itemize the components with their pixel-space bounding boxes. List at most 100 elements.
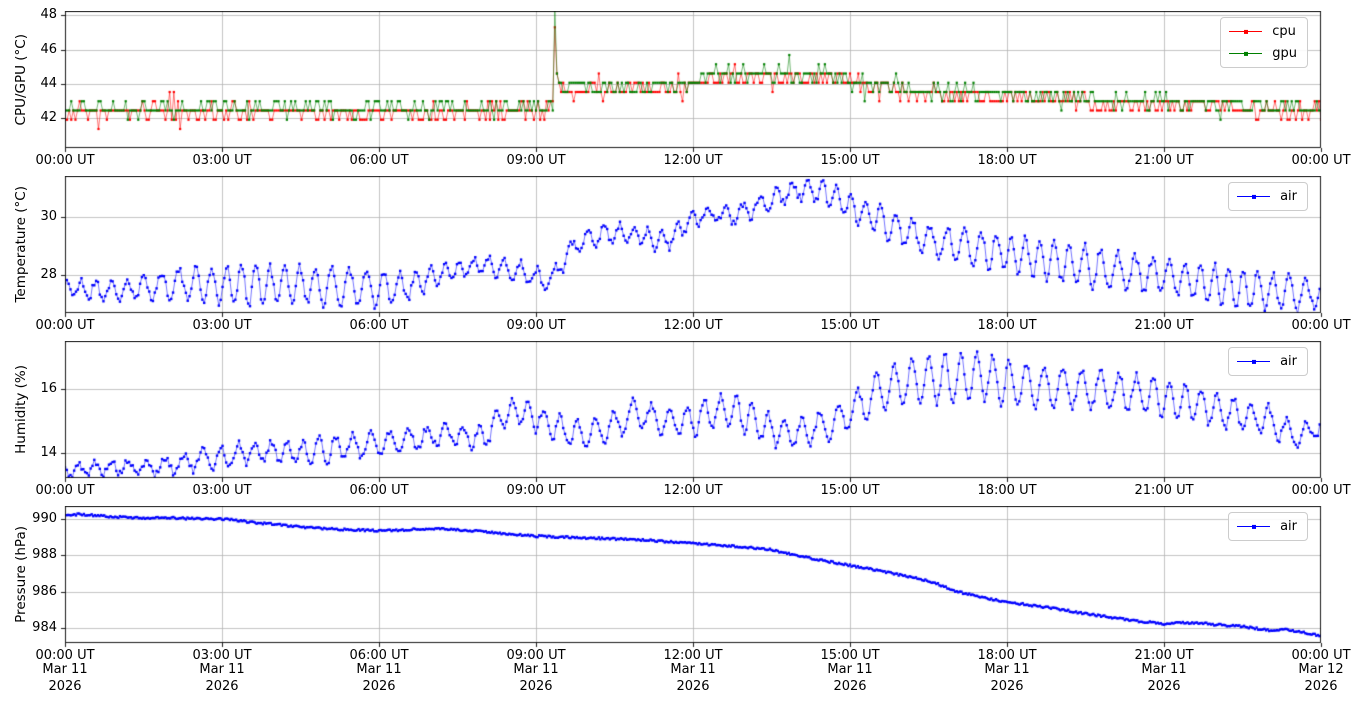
x-tick-label: 06:00 UT — [349, 483, 409, 498]
x-tick-year-label: 2026 — [1147, 679, 1181, 694]
x-tick-label: 15:00 UT — [820, 318, 880, 333]
x-tick-label: 03:00 UT — [192, 648, 252, 663]
x-tick-label: 12:00 UT — [663, 483, 723, 498]
legend-label: gpu — [1272, 46, 1297, 61]
legend-label: cpu — [1272, 24, 1296, 39]
y-axis-label-box: Pressure (hPa) — [6, 506, 36, 643]
legend-item-gpu: gpu — [1229, 43, 1297, 64]
legend-line-marker-icon — [1237, 524, 1271, 529]
x-tick-label: 12:00 UT — [663, 648, 723, 663]
y-axis-label: CPU/GPU (°C) — [13, 33, 29, 126]
x-tick-label: 09:00 UT — [506, 483, 566, 498]
x-tick-label: 09:00 UT — [506, 153, 566, 168]
y-tick-label: 44 — [40, 75, 57, 91]
x-tick-label: 18:00 UT — [977, 483, 1037, 498]
x-tick-label: 00:00 UT — [35, 318, 95, 333]
legend-item-cpu: cpu — [1229, 21, 1297, 42]
plot-area-cpu-gpu: cpu gpu — [57, 11, 1330, 158]
x-tick-label: 21:00 UT — [1134, 483, 1194, 498]
x-tick-date-label: Mar 11 — [356, 662, 402, 677]
x-tick-year-label: 2026 — [990, 679, 1024, 694]
legend-dot-icon — [1243, 51, 1248, 56]
plot-canvas-humidity — [57, 341, 1330, 488]
plot-area-humidity: air — [57, 341, 1330, 488]
y-tick-label: 16 — [40, 380, 57, 396]
plot-area-pressure: air — [57, 506, 1330, 653]
x-tick-date-label: Mar 11 — [199, 662, 245, 677]
x-tick-label: 18:00 UT — [977, 318, 1037, 333]
y-tick-label: 28 — [40, 267, 57, 283]
x-tick-year-label: 2026 — [1304, 679, 1338, 694]
plot-canvas-temperature — [57, 176, 1330, 323]
legend-dot-icon — [1251, 524, 1256, 529]
x-tick-label: 15:00 UT — [820, 483, 880, 498]
plot-canvas-pressure — [57, 506, 1330, 653]
x-tick-label: 06:00 UT — [349, 318, 409, 333]
y-tick-label: 14 — [40, 444, 57, 460]
legend-item-air: air — [1237, 186, 1297, 207]
legend-dot-icon — [1251, 359, 1256, 364]
x-tick-label: 03:00 UT — [192, 153, 252, 168]
x-tick-year-label: 2026 — [48, 679, 82, 694]
y-axis-label-box: Humidity (%) — [6, 341, 36, 478]
x-tick-year-label: 2026 — [676, 679, 710, 694]
x-tick-label: 00:00 UT — [1291, 318, 1351, 333]
x-tick-year-label: 2026 — [205, 679, 239, 694]
legend-line-marker-icon — [1237, 194, 1271, 199]
x-tick-label: 00:00 UT — [35, 483, 95, 498]
plot-canvas-cpu-gpu — [57, 11, 1330, 158]
y-axis-label-box: Temperature (°C) — [6, 176, 36, 313]
plot-area-temperature: air — [57, 176, 1330, 323]
legend-label: air — [1280, 189, 1297, 204]
x-tick-label: 18:00 UT — [977, 153, 1037, 168]
x-tick-year-label: 2026 — [519, 679, 553, 694]
x-tick-date-label: Mar 11 — [42, 662, 88, 677]
x-tick-date-label: Mar 11 — [670, 662, 716, 677]
x-tick-label: 06:00 UT — [349, 153, 409, 168]
x-tick-label: 09:00 UT — [506, 648, 566, 663]
x-tick-date-label: Mar 11 — [513, 662, 559, 677]
x-tick-label: 12:00 UT — [663, 153, 723, 168]
x-tick-label: 15:00 UT — [820, 648, 880, 663]
x-tick-label: 15:00 UT — [820, 153, 880, 168]
x-tick-date-label: Mar 11 — [827, 662, 873, 677]
y-axis-label: Pressure (hPa) — [13, 526, 29, 623]
x-tick-label: 12:00 UT — [663, 318, 723, 333]
legend-cpu-gpu: cpu gpu — [1220, 17, 1308, 68]
y-tick-label: 42 — [40, 110, 57, 126]
x-tick-date-label: Mar 12 — [1298, 662, 1344, 677]
x-tick-year-label: 2026 — [833, 679, 867, 694]
legend-humidity: air — [1228, 347, 1308, 376]
x-tick-year-label: 2026 — [362, 679, 396, 694]
x-tick-label: 00:00 UT — [1291, 483, 1351, 498]
x-tick-label: 21:00 UT — [1134, 153, 1194, 168]
legend-item-air: air — [1237, 516, 1297, 537]
legend-line-marker-icon — [1237, 359, 1271, 364]
x-tick-label: 00:00 UT — [35, 648, 95, 663]
y-axis-label: Temperature (°C) — [13, 186, 29, 303]
y-tick-label: 48 — [40, 7, 57, 23]
x-tick-label: 06:00 UT — [349, 648, 409, 663]
x-tick-label: 00:00 UT — [1291, 648, 1351, 663]
x-tick-label: 03:00 UT — [192, 483, 252, 498]
x-tick-date-label: Mar 11 — [1141, 662, 1187, 677]
y-tick-label: 990 — [32, 510, 57, 526]
legend-line-marker-icon — [1229, 51, 1263, 56]
x-tick-label: 21:00 UT — [1134, 318, 1194, 333]
legend-temperature: air — [1228, 182, 1308, 211]
legend-pressure: air — [1228, 512, 1308, 541]
y-tick-label: 30 — [40, 208, 57, 224]
y-tick-label: 988 — [32, 547, 57, 563]
legend-line-marker-icon — [1229, 29, 1263, 34]
legend-item-air: air — [1237, 351, 1297, 372]
y-tick-label: 984 — [32, 620, 57, 636]
legend-dot-icon — [1243, 29, 1248, 34]
x-tick-label: 03:00 UT — [192, 318, 252, 333]
x-tick-label: 18:00 UT — [977, 648, 1037, 663]
y-tick-label: 986 — [32, 583, 57, 599]
y-axis-label: Humidity (%) — [13, 365, 29, 454]
legend-label: air — [1280, 519, 1297, 534]
y-axis-label-box: CPU/GPU (°C) — [6, 11, 36, 148]
y-tick-label: 46 — [40, 41, 57, 57]
